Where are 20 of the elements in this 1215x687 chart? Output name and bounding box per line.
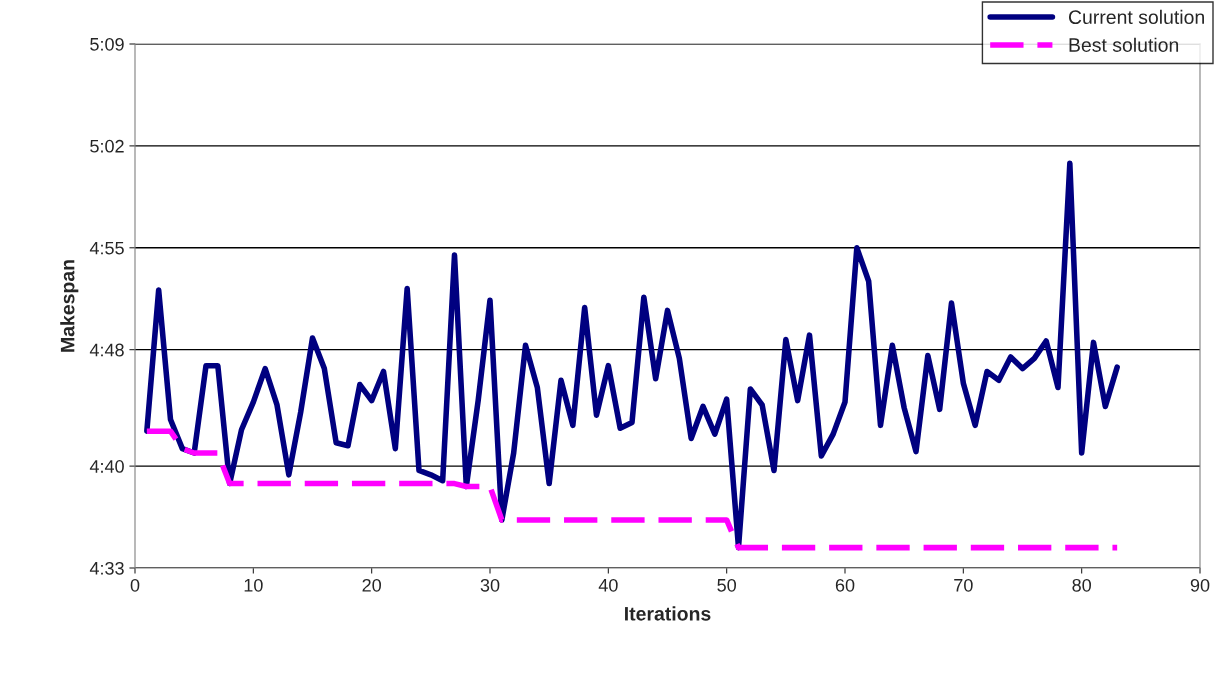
y-tick-label: 4:55 bbox=[89, 241, 124, 255]
x-tick-label: 80 bbox=[1072, 578, 1091, 592]
x-tick-label: 40 bbox=[598, 578, 618, 592]
y-axis-title: Makespan bbox=[60, 260, 79, 352]
x-tick-label: 30 bbox=[480, 578, 500, 592]
legend-label: Best solution bbox=[1069, 37, 1179, 52]
x-axis-title: Iterations bbox=[625, 606, 711, 621]
y-tick-label: 4:33 bbox=[89, 561, 124, 575]
x-tick-label: 50 bbox=[717, 578, 736, 592]
y-tick-label: 4:40 bbox=[89, 460, 124, 473]
x-tick-label: 0 bbox=[130, 578, 140, 592]
y-tick-label: 5:09 bbox=[90, 37, 124, 51]
x-tick-label: 70 bbox=[954, 578, 973, 592]
y-tick-label: 4:48 bbox=[89, 343, 124, 357]
x-tick-label: 90 bbox=[1190, 578, 1210, 592]
x-tick-label: 20 bbox=[362, 578, 381, 592]
legend-label: Current solution bbox=[1068, 9, 1204, 25]
x-tick-label: 60 bbox=[835, 578, 855, 592]
y-tick-label: 5:02 bbox=[90, 139, 124, 153]
x-tick-label: 10 bbox=[244, 578, 263, 592]
